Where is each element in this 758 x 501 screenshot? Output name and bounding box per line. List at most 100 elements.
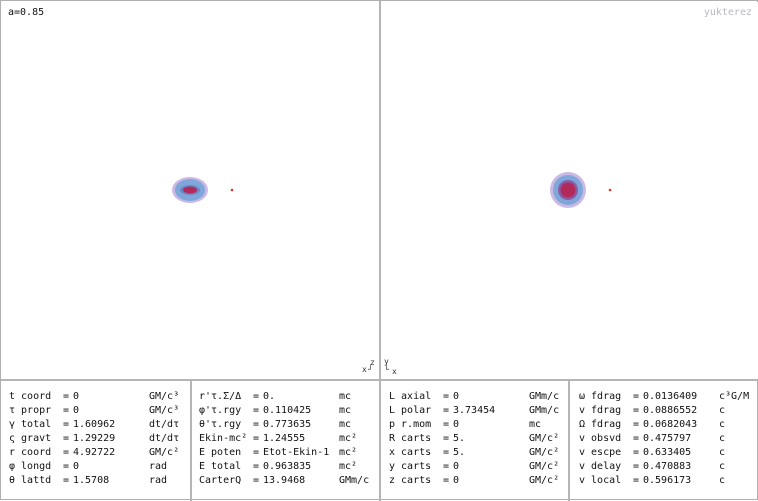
readout-row: φ longd = 0 rad: [9, 460, 187, 474]
readout-value: 0: [73, 391, 80, 402]
readout-row: E total = 0.963835 mc²: [199, 460, 377, 474]
readout-row: R carts = 5. GM/c²: [389, 432, 567, 446]
readout-equals: =: [63, 475, 70, 486]
panel-divider: [379, 381, 381, 501]
readout-unit: c³G/M: [719, 391, 750, 402]
readout-name: r'τ.Σ/Δ: [199, 391, 242, 402]
readout-unit: c: [719, 461, 726, 472]
readout-panel-time-position: t coord = 0 GM/c³ τ propr = 0 GM/c³ γ total = 1.60…: [9, 390, 187, 488]
readout-row: r'τ.Σ/Δ = 0. mc: [199, 390, 377, 404]
readout-equals: =: [633, 475, 640, 486]
readout-row: ς gravt = 1.29229 dt/dτ: [9, 432, 187, 446]
readout-row: θ'τ.rgy = 0.773635 mc: [199, 418, 377, 432]
readout-row: v delay = 0.470883 c: [579, 460, 757, 474]
readout-equals: =: [253, 447, 260, 458]
readout-equals: =: [63, 461, 70, 472]
readout-equals: =: [63, 405, 70, 416]
readout-value: 0.470883: [643, 461, 692, 472]
readout-unit: dt/dτ: [149, 433, 180, 444]
readout-name: θ'τ.rgy: [199, 419, 242, 430]
readout-name: r coord: [9, 447, 52, 458]
readout-row: Ekin-mc² = 1.24555 mc²: [199, 432, 377, 446]
readout-value: 5.: [453, 433, 466, 444]
readout-row: τ propr = 0 GM/c³: [9, 404, 187, 418]
readout-value: 0: [453, 461, 460, 472]
readout-value: 0.0886552: [643, 405, 698, 416]
readout-name: CarterQ: [199, 475, 242, 486]
brand-watermark: yukterez: [703, 7, 752, 18]
readout-row: y carts = 0 GM/c²: [389, 460, 567, 474]
readout-name: Ekin-mc²: [199, 433, 248, 444]
readout-name: y carts: [389, 461, 432, 472]
readout-unit: rad: [149, 461, 168, 472]
readout-row: θ lattd = 1.5708 rad: [9, 474, 187, 488]
readout-name: τ propr: [9, 405, 52, 416]
readout-divider: [1, 379, 758, 381]
axis-corner-glyph: ┘: [368, 365, 373, 374]
readout-value: 0.0682043: [643, 419, 698, 430]
x-axis-label: x: [362, 365, 367, 374]
top-view-panel: yukterez y └ x: [381, 2, 758, 379]
black-hole-core: [560, 182, 576, 198]
readout-name: z carts: [389, 475, 432, 486]
readout-name: ω fdrag: [579, 391, 622, 402]
readout-equals: =: [63, 433, 70, 444]
readout-value: 0: [453, 419, 460, 430]
readout-equals: =: [443, 447, 450, 458]
readout-unit: dt/dτ: [149, 419, 180, 430]
readout-unit: c: [719, 405, 726, 416]
readout-equals: =: [253, 475, 260, 486]
readout-equals: =: [633, 433, 640, 444]
readout-equals: =: [443, 475, 450, 486]
readout-value: Etot-Ekin-1: [263, 447, 330, 458]
readout-name: L axial: [389, 391, 432, 402]
readout-equals: =: [633, 405, 640, 416]
readout-unit: mc: [529, 419, 542, 430]
readout-equals: =: [63, 391, 70, 402]
readout-equals: =: [443, 461, 450, 472]
readout-name: v obsvd: [579, 433, 622, 444]
black-hole-core: [183, 186, 197, 194]
readout-unit: mc: [339, 405, 352, 416]
readout-row: p r.mom = 0 mc: [389, 418, 567, 432]
readout-unit: c: [719, 433, 726, 444]
readout-row: v escpe = 0.633405 c: [579, 446, 757, 460]
readout-row: L axial = 0 GMm/c: [389, 390, 567, 404]
readout-value: 13.9468: [263, 475, 306, 486]
readout-row: x carts = 5. GM/c²: [389, 446, 567, 460]
readout-unit: GM/c²: [529, 475, 560, 486]
readout-unit: c: [719, 447, 726, 458]
readout-unit: c: [719, 419, 726, 430]
panel-divider: [190, 381, 192, 501]
readout-value: 0.0136409: [643, 391, 698, 402]
x-axis-label: x: [392, 367, 397, 376]
readout-row: ω fdrag = 0.0136409 c³G/M: [579, 390, 757, 404]
readout-name: E poten: [199, 447, 242, 458]
test-particle-marker: [230, 188, 234, 192]
readout-equals: =: [633, 461, 640, 472]
readout-row: v obsvd = 0.475797 c: [579, 432, 757, 446]
readout-unit: GM/c²: [529, 433, 560, 444]
readout-value: 0.596173: [643, 475, 692, 486]
readout-unit: GMm/c: [529, 391, 560, 402]
readout-equals: =: [443, 419, 450, 430]
readout-equals: =: [443, 433, 450, 444]
readout-value: 1.60962: [73, 419, 116, 430]
readout-row: E poten = Etot-Ekin-1 mc²: [199, 446, 377, 460]
test-particle-marker: [608, 188, 612, 192]
readout-value: 0.: [263, 391, 276, 402]
readout-name: φ'τ.rgy: [199, 405, 242, 416]
readout-row: v fdrag = 0.0886552 c: [579, 404, 757, 418]
readout-value: 0: [73, 405, 80, 416]
readout-value: 0.963835: [263, 461, 312, 472]
readout-row: Ω fdrag = 0.0682043 c: [579, 418, 757, 432]
readout-unit: GM/c²: [529, 461, 560, 472]
viewport-divider: [379, 1, 381, 379]
readout-row: r coord = 4.92722 GM/c²: [9, 446, 187, 460]
y-axis-label: y: [384, 357, 389, 366]
readout-value: 0.110425: [263, 405, 312, 416]
readout-unit: c: [719, 475, 726, 486]
readout-name: v delay: [579, 461, 622, 472]
top-view-canvas: [550, 172, 612, 208]
readout-equals: =: [633, 391, 640, 402]
